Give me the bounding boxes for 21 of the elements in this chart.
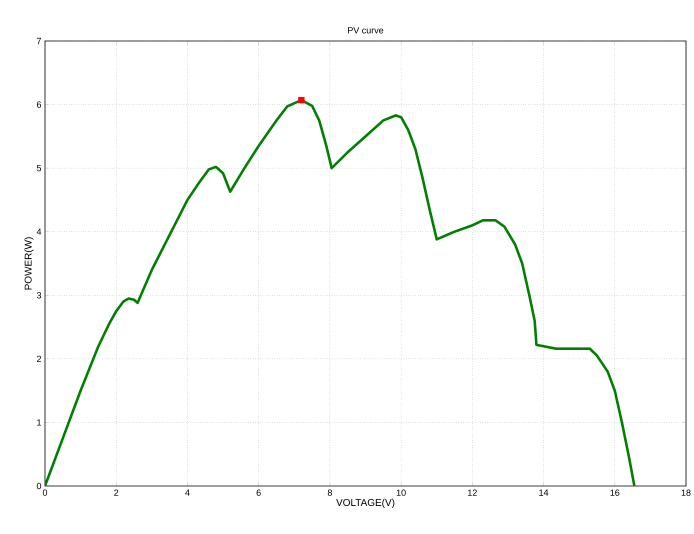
x-tick-label: 4 [185, 490, 190, 496]
x-tick-label: 16 [610, 490, 620, 496]
y-tick-label: 6 [36, 101, 42, 108]
y-tick-label: 1 [37, 419, 42, 426]
y-tick-label: 2 [36, 356, 42, 362]
x-tick-label: 10 [396, 490, 406, 496]
x-tick-label: 2 [114, 490, 118, 496]
x-tick-label: 18 [682, 490, 691, 496]
x-tick-label: 12 [468, 490, 477, 496]
x-tick-label: 8 [328, 490, 332, 496]
x-axis-title: VOLTAGE(V) [336, 498, 394, 508]
y-axis-title: POWER(W) [24, 237, 34, 290]
y-tick-label: 0 [36, 482, 42, 490]
y-tick-label: 7 [36, 38, 42, 44]
y-tick-label: 5 [36, 165, 42, 172]
x-tick-label: 6 [256, 490, 261, 496]
chart-title: PV curve [348, 27, 384, 34]
y-tick-label: 3 [36, 292, 42, 298]
x-tick-label: 14 [539, 490, 548, 496]
y-tick-label: 4 [36, 228, 42, 235]
x-tick-label: 0 [42, 490, 48, 496]
